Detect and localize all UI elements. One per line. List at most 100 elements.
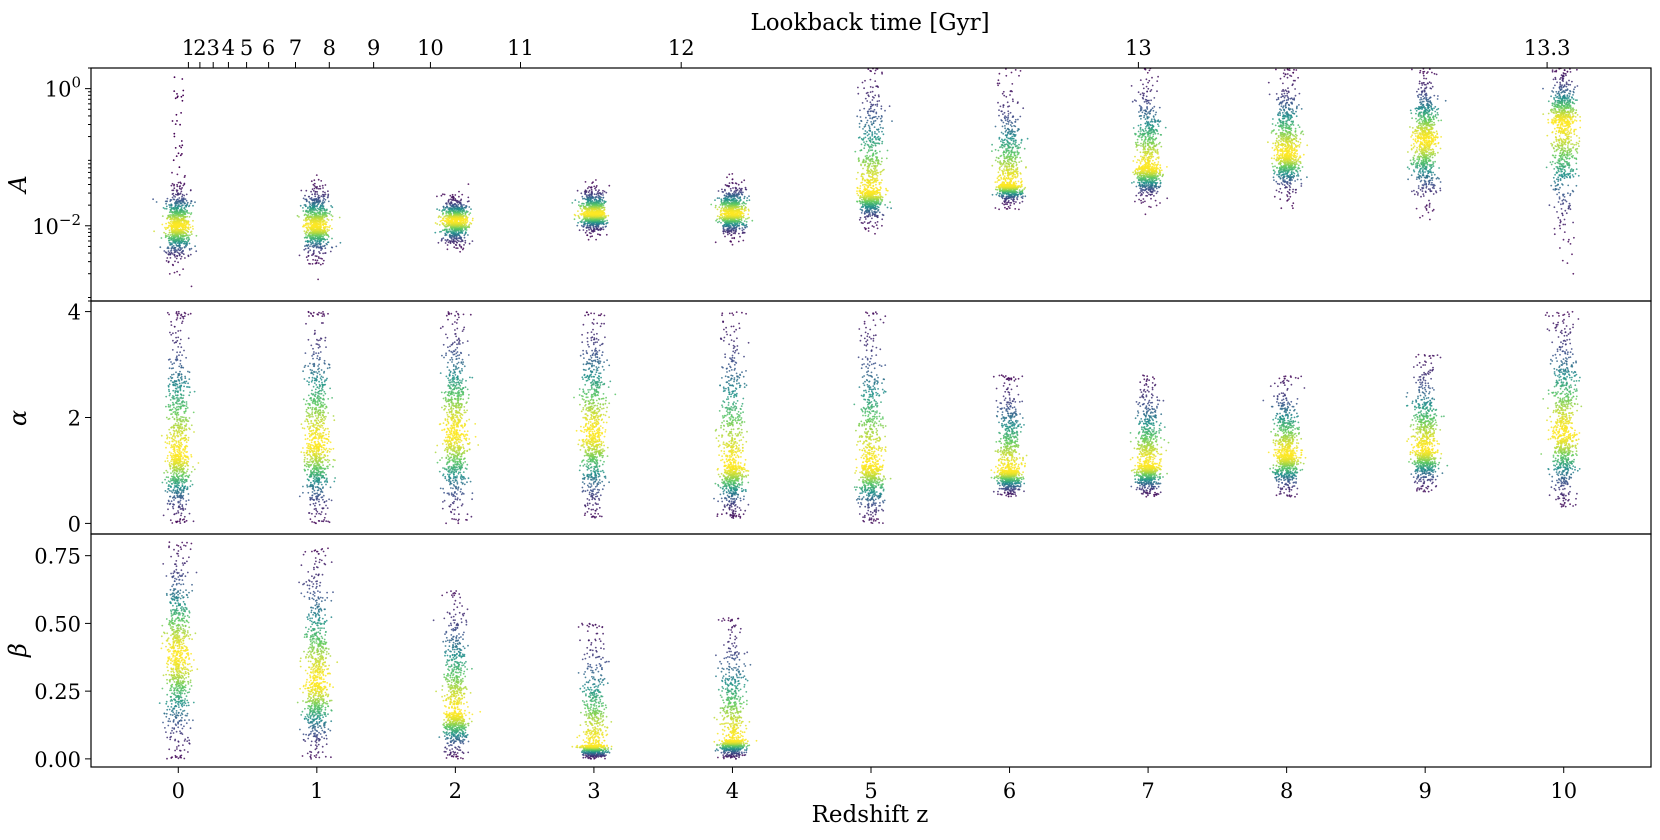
scatter-point xyxy=(325,184,327,186)
scatter-point xyxy=(169,273,171,275)
scatter-point xyxy=(869,130,871,132)
scatter-point xyxy=(180,258,182,260)
scatter-point xyxy=(434,232,436,234)
scatter-point xyxy=(168,250,170,252)
scatter-point xyxy=(168,261,170,263)
scatter-point xyxy=(746,221,748,223)
scatter-point xyxy=(445,220,447,222)
scatter-point xyxy=(299,255,301,257)
scatter-point xyxy=(600,227,602,229)
scatter-point xyxy=(718,206,720,208)
scatter-point xyxy=(458,196,460,198)
scatter-point xyxy=(725,213,727,215)
scatter-point xyxy=(322,185,324,187)
scatter-point xyxy=(472,240,474,242)
scatter-point xyxy=(436,208,438,210)
scatter-point xyxy=(871,135,873,137)
scatter-point xyxy=(186,194,188,196)
scatter-point xyxy=(174,136,176,138)
scatter-point xyxy=(864,227,866,229)
scatter-point xyxy=(869,126,871,128)
scatter-point xyxy=(744,227,746,229)
scatter-point xyxy=(308,251,310,253)
scatter-point xyxy=(463,244,465,246)
scatter-point xyxy=(889,105,891,107)
scatter-point xyxy=(442,237,444,239)
scatter-point xyxy=(594,193,596,195)
scatter-point xyxy=(314,196,316,198)
scatter-point xyxy=(744,210,746,212)
scatter-point xyxy=(871,133,873,135)
scatter-point xyxy=(172,183,174,185)
scatter-point xyxy=(733,237,735,239)
scatter-point xyxy=(435,222,437,224)
scatter-point xyxy=(184,176,186,178)
scatter-point xyxy=(591,235,593,237)
scatter-point xyxy=(449,240,451,242)
scatter-point xyxy=(740,213,742,215)
scatter-point xyxy=(731,237,733,239)
scatter-point xyxy=(322,253,324,255)
scatter-point xyxy=(339,217,341,219)
scatter-point xyxy=(464,240,466,242)
scatter-point xyxy=(324,221,326,223)
scatter-point xyxy=(325,252,327,254)
scatter-point xyxy=(444,194,446,196)
scatter-point xyxy=(164,208,166,210)
scatter-point xyxy=(726,176,728,178)
scatter-point xyxy=(444,239,446,241)
scatter-point xyxy=(169,242,171,244)
scatter-point xyxy=(152,198,154,200)
scatter-point xyxy=(865,143,867,145)
scatter-point xyxy=(730,240,732,242)
scatter-point xyxy=(870,91,872,93)
scatter-point xyxy=(319,225,321,227)
scatter-point xyxy=(455,244,457,246)
scatter-point xyxy=(718,190,720,192)
scatter-point xyxy=(747,213,749,215)
scatter-point xyxy=(862,201,864,203)
scatter-point xyxy=(196,235,198,237)
scatter-point xyxy=(470,208,472,210)
scatter-point xyxy=(321,229,323,231)
scatter-point xyxy=(741,227,743,229)
scatter-point xyxy=(185,209,187,211)
scatter-point xyxy=(305,224,307,226)
scatter-point xyxy=(316,188,318,190)
scatter-point xyxy=(449,195,451,197)
scatter-point xyxy=(187,226,189,228)
scatter-point xyxy=(447,248,449,250)
scatter-point xyxy=(315,259,317,261)
scatter-point xyxy=(875,113,877,115)
scatter-point xyxy=(607,215,609,217)
scatter-point xyxy=(447,239,449,241)
scatter-point xyxy=(180,228,182,230)
scatter-point xyxy=(872,99,874,101)
scatter-point xyxy=(177,248,179,250)
scatter-point xyxy=(725,231,727,233)
scatter-point xyxy=(577,222,579,224)
scatter-point xyxy=(724,190,726,192)
scatter-point xyxy=(715,241,717,243)
scatter-point xyxy=(171,242,173,244)
scatter-point xyxy=(874,109,876,111)
scatter-point xyxy=(190,200,192,202)
scatter-point xyxy=(459,244,461,246)
scatter-point xyxy=(189,216,191,218)
scatter-point xyxy=(594,213,596,215)
scatter-point xyxy=(746,224,748,226)
scatter-point xyxy=(595,179,597,181)
scatter-point xyxy=(598,193,600,195)
scatter-point xyxy=(882,127,884,129)
scatter-point xyxy=(743,213,745,215)
scatter-point xyxy=(327,226,329,228)
scatter-point xyxy=(588,209,590,211)
scatter-point xyxy=(166,257,168,259)
scatter-point xyxy=(606,220,608,222)
scatter-point xyxy=(579,229,581,231)
scatter-point xyxy=(586,227,588,229)
scatter-point xyxy=(330,214,332,216)
scatter-point xyxy=(331,206,333,208)
scatter-point xyxy=(327,212,329,214)
scatter-point xyxy=(467,234,469,236)
